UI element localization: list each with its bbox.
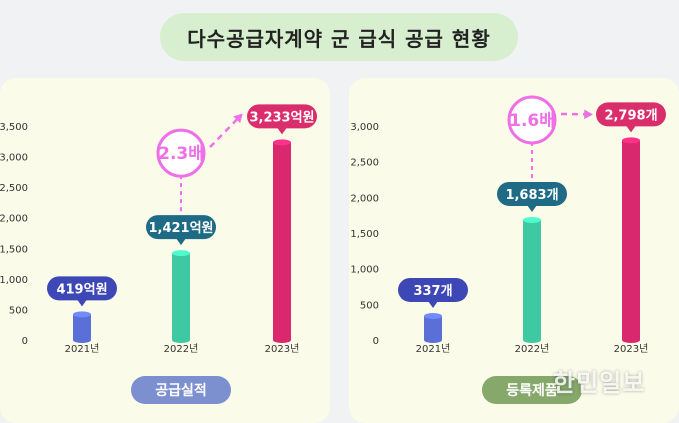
supply-performance-ytick-label: 1,500 [0, 244, 28, 255]
supply-performance-bar-base [273, 337, 291, 343]
registered-products-chart: 0 500 1,000 1,500 2,000 2,500 3,000 2021년 337개 20… [350, 97, 666, 355]
registered-products-category-label: 2021년 [416, 343, 451, 355]
registered-products-ytick-label: 2,000 [350, 193, 379, 204]
supply-performance-caption: 공급실적 [131, 376, 231, 404]
supply-performance-ytick-label: 0 [22, 336, 28, 347]
supply-performance-data-label: 419억원 [56, 282, 107, 297]
supply-performance-data-label: 1,421억원 [148, 221, 213, 236]
supply-performance-category-label: 2022년 [164, 343, 199, 355]
registered-products-ytick-label: 0 [373, 336, 379, 347]
registered-products-bar-cap [622, 137, 640, 143]
registered-products-ytick-label: 2,500 [350, 158, 379, 169]
watermark-logo: 한민일보 [553, 363, 645, 398]
supply-performance-bar-base [73, 337, 91, 343]
supply-performance-bar-base [172, 337, 190, 343]
registered-products-ytick-label: 1,000 [350, 265, 379, 276]
supply-performance-ytick-label: 3,000 [0, 153, 28, 164]
registered-products-data-label: 337개 [413, 284, 452, 299]
registered-products-data-label-pointer [527, 205, 537, 212]
supply-performance-bar-cap [172, 250, 190, 256]
registered-products-data-label: 1,683개 [505, 188, 558, 203]
supply-performance-data-label-pointer [277, 127, 287, 134]
registered-products-category-label: 2023년 [614, 343, 649, 355]
supply-performance-growth-arrow-line [210, 116, 240, 147]
registered-products-data-label-pointer [428, 301, 438, 308]
registered-products-growth-label: 1.6배 [509, 111, 555, 131]
supply-performance-ytick-label: 2,000 [0, 214, 28, 225]
supply-performance-bar-cap [273, 139, 291, 145]
supply-performance-ytick-label: 2,500 [0, 183, 28, 194]
supply-performance-bar [172, 253, 190, 340]
registered-products-bar-base [424, 337, 442, 343]
supply-performance-bar [273, 142, 291, 340]
supply-performance-chart: 0 500 1,000 1,500 2,000 2,500 3,000 3,500 2021년 4… [0, 104, 317, 355]
registered-products-bar-cap [523, 217, 541, 223]
registered-products-bar [424, 316, 442, 340]
supply-performance-data-label-pointer [77, 299, 87, 306]
supply-performance-ytick-label: 3,500 [0, 122, 28, 133]
registered-products-category-label: 2022년 [515, 343, 550, 355]
supply-performance-ytick-label: 1,000 [0, 275, 28, 286]
supply-performance-ytick-label: 500 [9, 305, 28, 316]
registered-products-bar-base [622, 337, 640, 343]
registered-products-ytick-label: 500 [360, 300, 379, 311]
supply-performance-growth-label: 2.3배 [158, 144, 204, 164]
registered-products-bar-base [523, 337, 541, 343]
registered-products-data-label-pointer [626, 125, 636, 132]
charts-canvas: 0 500 1,000 1,500 2,000 2,500 3,000 3,500 2021년 4… [0, 0, 679, 414]
supply-performance-category-label: 2023년 [265, 343, 300, 355]
registered-products-bar [622, 140, 640, 340]
supply-performance-data-label-pointer [176, 238, 186, 245]
supply-performance-data-label: 3,233억원 [249, 110, 314, 125]
registered-products-growth-arrow-head [584, 110, 593, 120]
registered-products-data-label: 2,798개 [604, 108, 657, 123]
supply-performance-bar-cap [73, 311, 91, 317]
supply-performance-category-label: 2021년 [65, 343, 100, 355]
supply-performance-bar [73, 314, 91, 340]
registered-products-ytick-label: 1,500 [350, 229, 379, 240]
registered-products-bar [523, 220, 541, 340]
registered-products-ytick-label: 3,000 [350, 122, 379, 133]
registered-products-bar-cap [424, 313, 442, 319]
